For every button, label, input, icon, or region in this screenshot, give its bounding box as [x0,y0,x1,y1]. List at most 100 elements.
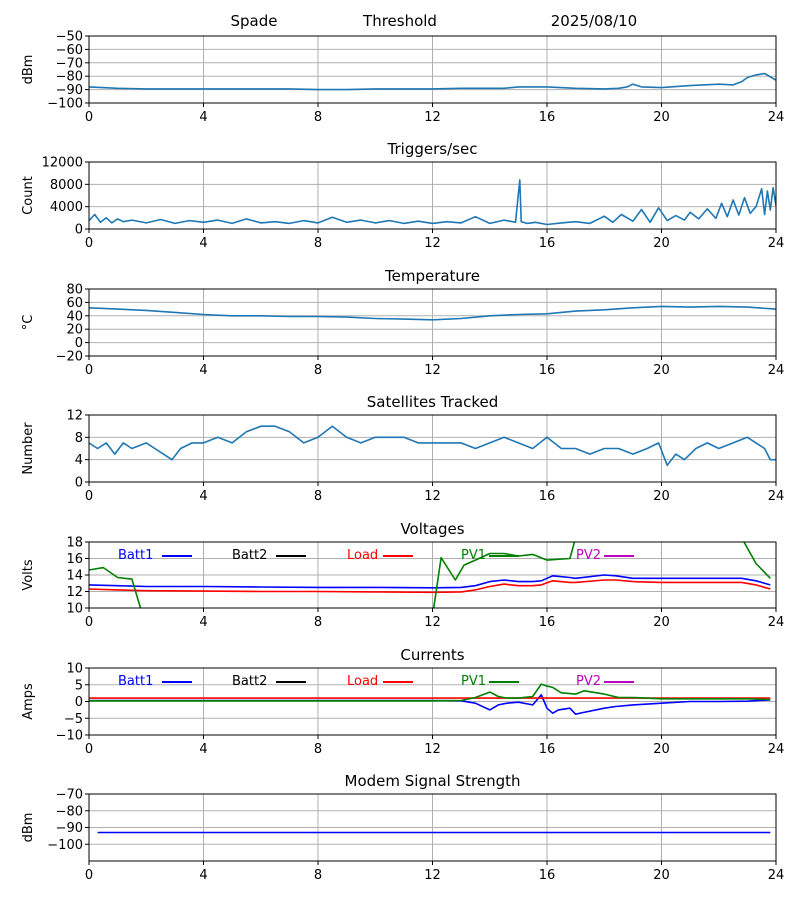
x-tick-label: 4 [199,363,207,378]
x-tick-label: 24 [768,489,785,504]
temperature-ylabel: °C [21,315,36,331]
y-tick-label: 0 [75,223,83,238]
threshold-ylabel: dBm [21,55,36,85]
temperature-title: Temperature [384,267,480,285]
y-tick-label: 4 [75,453,83,468]
triggers-title: Triggers/sec [387,140,478,158]
y-tick-label: −50 [56,30,83,45]
x-tick-label: 8 [314,868,322,883]
legend-label-batt2: Batt2 [232,548,267,563]
y-tick-label: 0 [75,476,83,491]
chart-header: Spade Threshold 2025/08/10 [231,12,638,30]
y-tick-label: −80 [56,804,83,819]
x-tick-label: 8 [314,236,322,251]
y-tick-label: −70 [56,788,83,803]
voltages-title: Voltages [400,520,464,538]
legend-label-pv2: PV2 [576,548,601,563]
x-tick-label: 8 [314,489,322,504]
legend-label-pv2: PV2 [576,674,601,689]
triggers-series [89,179,776,226]
y-tick-label: 12 [66,585,83,600]
x-tick-label: 12 [424,742,441,757]
x-tick-label: 24 [768,615,785,630]
x-tick-label: 20 [653,868,670,883]
x-tick-label: 12 [424,489,441,504]
voltages-line-pv1 [89,542,771,608]
modem-ylabel: dBm [21,813,36,843]
y-tick-label: −60 [56,43,83,58]
y-tick-label: 20 [66,323,83,338]
modem-grid [88,793,777,861]
legend-label-pv1: PV1 [461,548,486,563]
currents-line-batt1 [89,694,771,715]
legend-label-batt2: Batt2 [232,674,267,689]
voltages-series [89,542,771,608]
voltages-line-batt1 [89,574,771,589]
y-tick-label: 8 [75,431,83,446]
date-label: 2025/08/10 [551,12,637,30]
x-tick-label: 0 [85,615,93,630]
x-tick-label: 8 [314,110,322,125]
y-tick-label: 10 [66,662,83,677]
threshold-line-series0 [89,72,776,91]
y-tick-label: −20 [56,350,83,365]
y-tick-label: −80 [56,70,83,85]
x-tick-label: 4 [199,868,207,883]
legend-label-batt1: Batt1 [118,548,153,563]
currents-series [89,683,771,715]
y-tick-label: 40 [66,309,83,324]
legend-label-load: Load [347,548,378,563]
x-tick-label: 4 [199,110,207,125]
satellites-grid [88,414,777,483]
legend-label-pv1: PV1 [461,674,486,689]
voltages-line-load [89,579,771,594]
y-tick-label: −100 [47,97,83,112]
y-tick-label: 5 [75,678,83,693]
y-tick-label: −10 [56,729,83,744]
x-tick-label: 20 [653,110,670,125]
y-tick-label: 60 [66,296,83,311]
voltages-grid [88,541,777,609]
mode-label: Threshold [362,12,437,30]
x-tick-label: 16 [539,868,556,883]
y-tick-label: 4000 [50,200,83,215]
triggers-ylabel: Count [21,176,36,215]
y-tick-label: 10 [66,602,83,617]
x-tick-label: 0 [85,868,93,883]
legend-label-load: Load [347,674,378,689]
y-tick-label: 14 [66,569,83,584]
legend-label-batt1: Batt1 [118,674,153,689]
x-tick-label: 0 [85,110,93,125]
currents-title: Currents [400,646,464,664]
satellites-line-series0 [89,425,776,467]
x-tick-label: 12 [424,363,441,378]
x-tick-label: 16 [539,363,556,378]
currents-ylabel: Amps [21,683,36,720]
x-tick-label: 0 [85,742,93,757]
station-name: Spade [231,12,278,30]
x-tick-label: 20 [653,615,670,630]
x-tick-label: 24 [768,110,785,125]
y-tick-label: 80 [66,283,83,298]
voltages-ylabel: Volts [21,559,36,591]
x-tick-label: 12 [424,236,441,251]
x-tick-label: 4 [199,236,207,251]
x-tick-label: 20 [653,363,670,378]
temperature-grid [88,288,777,357]
y-tick-label: −5 [64,712,83,727]
x-tick-label: 20 [653,489,670,504]
y-tick-label: 8000 [50,178,83,193]
x-tick-label: 4 [199,489,207,504]
triggers-line-series0 [89,179,776,226]
x-tick-label: 0 [85,489,93,504]
y-tick-label: 0 [75,695,83,710]
temperature-series [89,305,776,321]
chart-modem: 0 4 8 12 16 20 24 −100 −90 −80−70 Modem Signal Str… [21,772,784,883]
x-tick-label: 20 [653,742,670,757]
threshold-series [89,72,776,91]
y-tick-label: 12 [66,409,83,424]
x-tick-label: 8 [314,742,322,757]
currents-legend: Batt1 Batt2 Load PV1 PV2 [118,674,634,689]
